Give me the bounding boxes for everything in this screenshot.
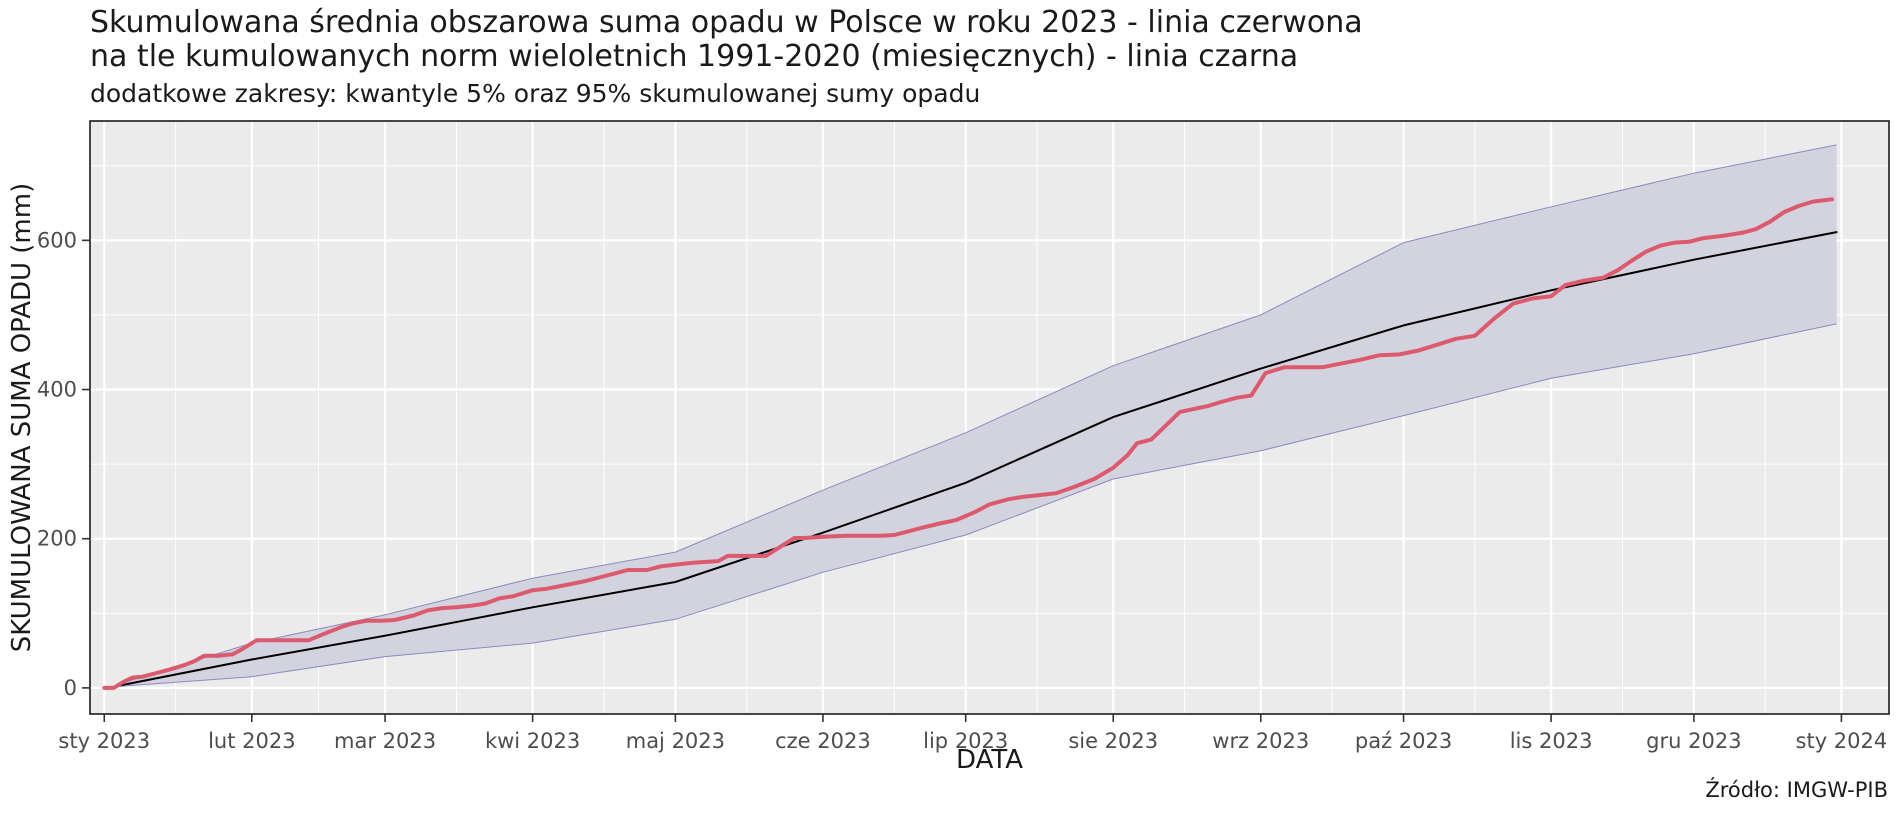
x-tick-label: sty 2023	[58, 729, 150, 753]
source-caption: Źródło: IMGW-PIB	[1705, 778, 1888, 802]
y-tick-label: 400	[37, 378, 77, 402]
x-tick-label: lip 2023	[923, 729, 1008, 753]
chart-title-line2: na tle kumulowanych norm wieloletnich 19…	[90, 39, 1299, 74]
grid-minor	[90, 121, 1889, 714]
y-tick-label: 600	[37, 228, 77, 252]
x-tick-label: mar 2023	[334, 729, 436, 753]
quantile-band	[118, 144, 1837, 687]
x-tick-label: kwi 2023	[485, 729, 580, 753]
quantile-95-line	[118, 144, 1837, 685]
quantile-band-area	[118, 144, 1837, 687]
x-tick-label: lut 2023	[208, 729, 296, 753]
plot-border	[89, 120, 1890, 715]
x-tick-label: gru 2023	[1646, 729, 1741, 753]
chart-title-line1: Skumulowana średnia obszarowa suma opadu…	[90, 5, 1363, 40]
x-axis: sty 2023 lut 2023 mar 2023 kwi 2023 maj 2023…	[58, 714, 1887, 753]
y-axis-label: SKUMULOWANA SUMA OPADU (mm)	[7, 183, 37, 653]
norm-series-line	[117, 231, 1838, 687]
quantile-5-line	[118, 323, 1837, 687]
x-tick-label: cze 2023	[775, 729, 871, 753]
observed-series-line	[102, 197, 1834, 690]
x-tick-label: lis 2023	[1510, 729, 1593, 753]
series-lines	[102, 197, 1838, 690]
x-tick-label: maj 2023	[626, 729, 725, 753]
chart-subtitle: dodatkowe zakresy: kwantyle 5% oraz 95% …	[90, 79, 981, 108]
x-tick-label: wrz 2023	[1212, 729, 1309, 753]
y-tick-label: 0	[64, 676, 77, 700]
x-tick-label: sie 2023	[1068, 729, 1158, 753]
x-axis-label: DATA	[956, 745, 1023, 775]
y-tick-label: 200	[37, 527, 77, 551]
x-tick-label: paź 2023	[1355, 729, 1452, 753]
x-tick-label: sty 2024	[1796, 729, 1888, 753]
y-axis: 0 200 400 600	[37, 228, 90, 700]
